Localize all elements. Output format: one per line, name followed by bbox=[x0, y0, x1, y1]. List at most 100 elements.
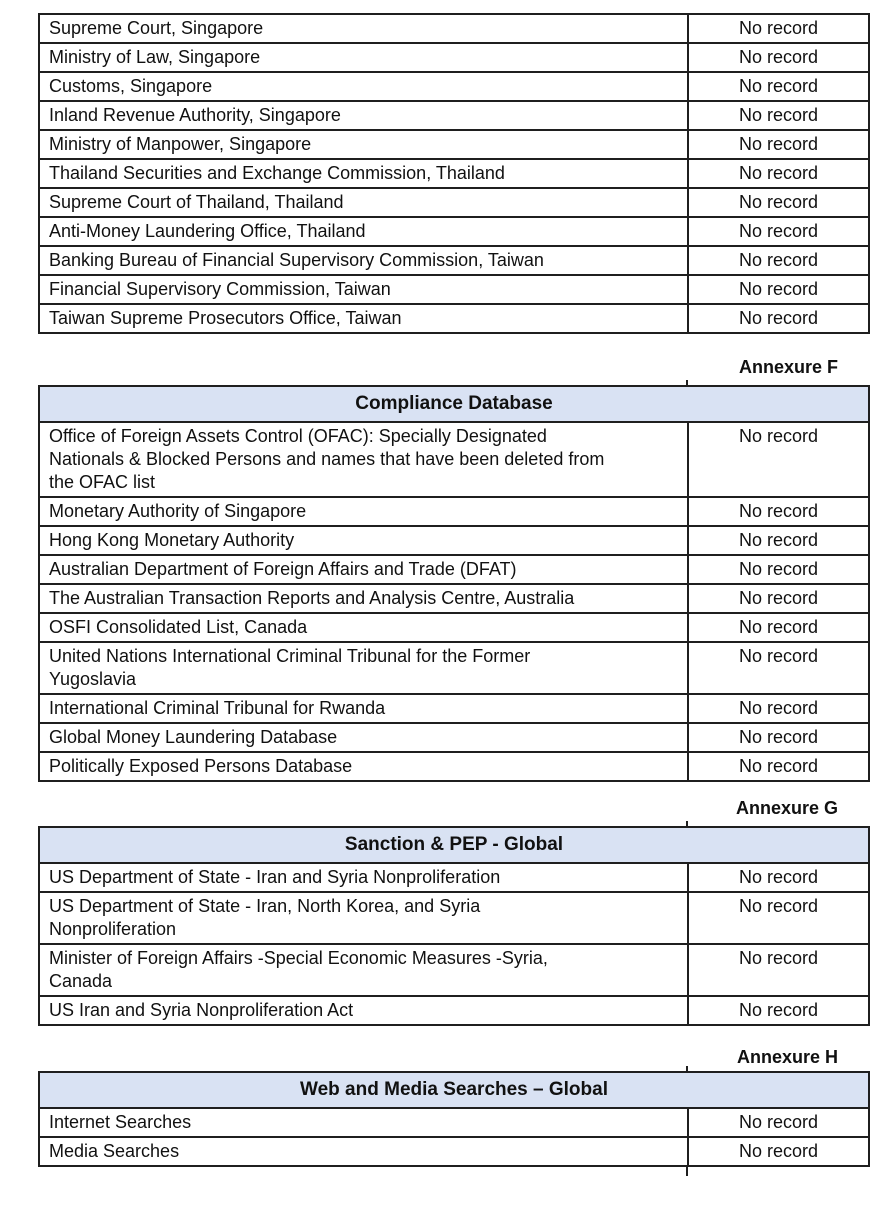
result-cell: No record bbox=[687, 554, 870, 585]
source-cell: Financial Supervisory Commission, Taiwan bbox=[38, 274, 689, 305]
table-header-row: Web and Media Searches – Global bbox=[37, 1071, 871, 1109]
annexure-label-h: Annexure H bbox=[736, 1047, 838, 1067]
result-cell: No record bbox=[687, 722, 870, 753]
source-cell: Thailand Securities and Exchange Commiss… bbox=[38, 158, 689, 189]
table-row: Banking Bureau of Financial Supervisory … bbox=[38, 245, 870, 276]
table-row: Supreme Court, Singapore No record bbox=[38, 13, 870, 44]
result-cell: No record bbox=[687, 693, 870, 724]
table-row: Ministry of Manpower, Singapore No recor… bbox=[38, 129, 870, 160]
table-row: Anti-Money Laundering Office, Thailand N… bbox=[38, 216, 870, 247]
table-row: Customs, Singapore No record bbox=[38, 71, 870, 102]
source-cell: Minister of Foreign Affairs -Special Eco… bbox=[38, 943, 689, 997]
table-row: Politically Exposed Persons Database No … bbox=[38, 751, 870, 782]
table-title: Web and Media Searches – Global bbox=[37, 1071, 871, 1109]
table-header-row: Sanction & PEP - Global bbox=[38, 826, 870, 864]
column-divider-tick bbox=[686, 380, 688, 386]
table-header-row: Compliance Database bbox=[38, 385, 870, 423]
table-row: Ministry of Law, Singapore No record bbox=[38, 42, 870, 73]
source-cell: Customs, Singapore bbox=[38, 71, 689, 102]
table-row: Minister of Foreign Affairs -Special Eco… bbox=[38, 943, 870, 997]
table-title: Compliance Database bbox=[38, 385, 870, 423]
page-content: Supreme Court, Singapore No record Minis… bbox=[37, 0, 871, 1230]
table-row: Inland Revenue Authority, Singapore No r… bbox=[38, 100, 870, 131]
source-cell: Hong Kong Monetary Authority bbox=[38, 525, 689, 556]
result-cell: No record bbox=[687, 891, 870, 945]
table-row: Financial Supervisory Commission, Taiwan… bbox=[38, 274, 870, 305]
result-cell: No record bbox=[687, 187, 870, 218]
screening-results-table: Supreme Court, Singapore No record Minis… bbox=[38, 13, 870, 334]
table-row: US Iran and Syria Nonproliferation Act N… bbox=[38, 995, 870, 1026]
annexure-label-f: Annexure F bbox=[738, 357, 838, 377]
source-cell: Inland Revenue Authority, Singapore bbox=[38, 100, 689, 131]
result-cell: No record bbox=[687, 274, 870, 305]
table-row: Global Money Laundering Database No reco… bbox=[38, 722, 870, 753]
result-cell: No record bbox=[687, 13, 870, 44]
table-row: The Australian Transaction Reports and A… bbox=[38, 583, 870, 614]
table-row: Hong Kong Monetary Authority No record bbox=[38, 525, 870, 556]
table-row: Supreme Court of Thailand, Thailand No r… bbox=[38, 187, 870, 218]
source-cell: Anti-Money Laundering Office, Thailand bbox=[38, 216, 689, 247]
column-divider-tick bbox=[686, 1167, 688, 1176]
source-cell: US Iran and Syria Nonproliferation Act bbox=[38, 995, 689, 1026]
result-cell: No record bbox=[687, 71, 870, 102]
source-cell: Politically Exposed Persons Database bbox=[38, 751, 689, 782]
column-divider-tick bbox=[686, 1066, 688, 1072]
result-cell: No record bbox=[686, 1107, 871, 1138]
source-cell: Internet Searches bbox=[38, 1107, 689, 1138]
result-cell: No record bbox=[687, 496, 870, 527]
table-row: Australian Department of Foreign Affairs… bbox=[38, 554, 870, 585]
table-row: Taiwan Supreme Prosecutors Office, Taiwa… bbox=[38, 303, 870, 334]
source-cell: Supreme Court of Thailand, Thailand bbox=[38, 187, 689, 218]
source-cell: The Australian Transaction Reports and A… bbox=[38, 583, 689, 614]
source-cell: Supreme Court, Singapore bbox=[38, 13, 689, 44]
table-row: Media Searches No record bbox=[38, 1136, 871, 1167]
source-cell: OSFI Consolidated List, Canada bbox=[38, 612, 689, 643]
sanction-pep-table: Sanction & PEP - Global US Department of… bbox=[38, 821, 870, 1026]
source-cell: Office of Foreign Assets Control (OFAC):… bbox=[38, 421, 689, 498]
result-cell: No record bbox=[687, 245, 870, 276]
table-row: OSFI Consolidated List, Canada No record bbox=[38, 612, 870, 643]
annexure-label-g: Annexure G bbox=[735, 798, 838, 818]
result-cell: No record bbox=[687, 158, 870, 189]
source-cell: US Department of State - Iran and Syria … bbox=[38, 862, 689, 893]
result-cell: No record bbox=[687, 641, 870, 695]
result-cell: No record bbox=[686, 1136, 871, 1167]
result-cell: No record bbox=[687, 612, 870, 643]
source-cell: Ministry of Manpower, Singapore bbox=[38, 129, 689, 160]
source-cell: Media Searches bbox=[38, 1136, 689, 1167]
result-cell: No record bbox=[687, 129, 870, 160]
result-cell: No record bbox=[687, 943, 870, 997]
table-title: Sanction & PEP - Global bbox=[38, 826, 870, 864]
result-cell: No record bbox=[687, 42, 870, 73]
result-cell: No record bbox=[687, 525, 870, 556]
compliance-database-table: Compliance Database Office of Foreign As… bbox=[38, 380, 870, 782]
result-cell: No record bbox=[687, 862, 870, 893]
table-row: Internet Searches No record bbox=[38, 1107, 871, 1138]
result-cell: No record bbox=[687, 100, 870, 131]
source-cell: Australian Department of Foreign Affairs… bbox=[38, 554, 689, 585]
table-row: US Department of State - Iran, North Kor… bbox=[38, 891, 870, 945]
source-cell: US Department of State - Iran, North Kor… bbox=[38, 891, 689, 945]
source-cell: Global Money Laundering Database bbox=[38, 722, 689, 753]
table-row: US Department of State - Iran and Syria … bbox=[38, 862, 870, 893]
table-row: International Criminal Tribunal for Rwan… bbox=[38, 693, 870, 724]
column-divider-tick bbox=[686, 821, 688, 827]
source-cell: Ministry of Law, Singapore bbox=[38, 42, 689, 73]
table-row: Thailand Securities and Exchange Commiss… bbox=[38, 158, 870, 189]
web-media-searches-table: Web and Media Searches – Global Internet… bbox=[37, 1066, 871, 1176]
source-cell: Banking Bureau of Financial Supervisory … bbox=[38, 245, 689, 276]
result-cell: No record bbox=[687, 421, 870, 498]
source-cell: Taiwan Supreme Prosecutors Office, Taiwa… bbox=[38, 303, 689, 334]
result-cell: No record bbox=[687, 303, 870, 334]
result-cell: No record bbox=[687, 751, 870, 782]
source-cell: Monetary Authority of Singapore bbox=[38, 496, 689, 527]
result-cell: No record bbox=[687, 583, 870, 614]
result-cell: No record bbox=[687, 995, 870, 1026]
source-cell: International Criminal Tribunal for Rwan… bbox=[38, 693, 689, 724]
result-cell: No record bbox=[687, 216, 870, 247]
table-row: United Nations International Criminal Tr… bbox=[38, 641, 870, 695]
table-row: Monetary Authority of Singapore No recor… bbox=[38, 496, 870, 527]
source-cell: United Nations International Criminal Tr… bbox=[38, 641, 689, 695]
table-row: Office of Foreign Assets Control (OFAC):… bbox=[38, 421, 870, 498]
